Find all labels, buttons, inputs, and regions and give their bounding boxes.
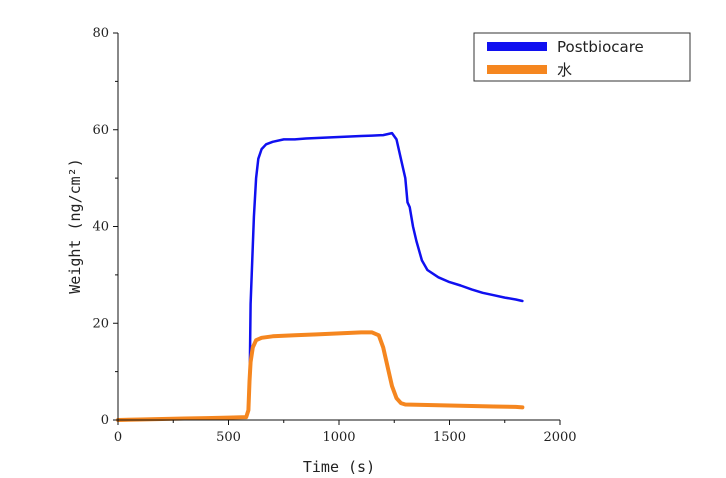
x-tick-label: 1500 bbox=[433, 430, 466, 445]
y-tick-label: 0 bbox=[101, 413, 109, 428]
legend-swatch-water bbox=[487, 65, 547, 74]
x-tick-label: 1000 bbox=[322, 430, 355, 445]
series-line-water bbox=[116, 330, 525, 422]
legend-label-postbiocare: Postbiocare bbox=[557, 38, 644, 56]
legend-swatch-postbiocare bbox=[487, 42, 547, 51]
plot-area bbox=[116, 131, 525, 422]
y-tick-label: 80 bbox=[92, 26, 109, 41]
x-axis-title: Time (s) bbox=[303, 458, 375, 476]
x-tick-label: 500 bbox=[216, 430, 241, 445]
y-tick-label: 60 bbox=[92, 123, 109, 138]
x-tick-label: 2000 bbox=[543, 430, 576, 445]
y-tick-label: 40 bbox=[92, 220, 109, 235]
y-tick-label: 20 bbox=[92, 316, 109, 331]
series-line-postbiocare bbox=[116, 131, 524, 422]
x-tick-label: 0 bbox=[114, 430, 122, 445]
legend-label-water: 水 bbox=[557, 61, 572, 79]
y-axis-ticks: 0 20 40 60 80 bbox=[92, 26, 118, 428]
legend: Postbiocare 水 bbox=[473, 32, 691, 82]
y-axis-title: Weight (ng/cm²) bbox=[66, 158, 84, 293]
x-axis-ticks: 0 500 1000 1500 2000 bbox=[114, 420, 577, 445]
